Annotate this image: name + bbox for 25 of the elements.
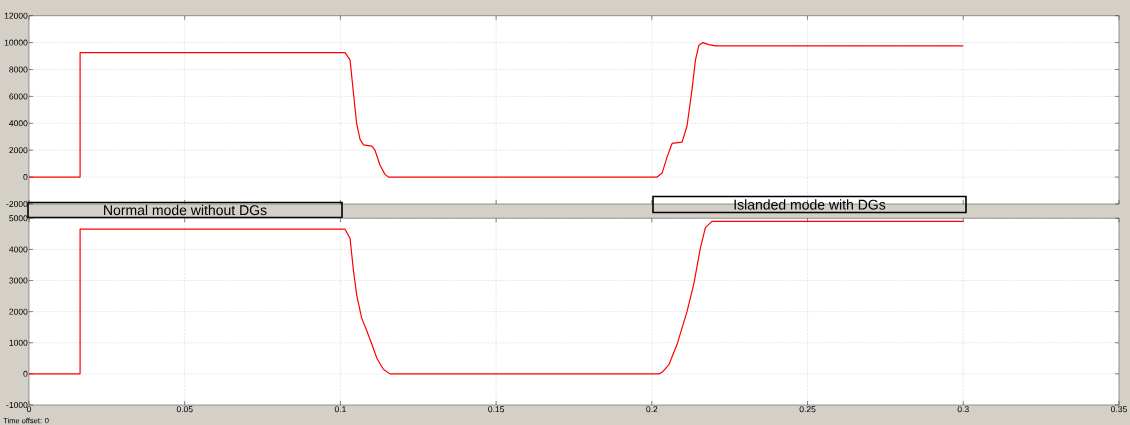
y-tick-label: 1000 [9, 339, 28, 346]
text: Normal mode without DGs [104, 204, 267, 216]
x-tick-label: 0.2 [646, 406, 658, 413]
y-tick-label: 6000 [9, 93, 28, 100]
y-tick-label: 4000 [9, 246, 28, 253]
y-tick-label: 4000 [9, 120, 28, 127]
y-tick-label: 8000 [9, 66, 28, 73]
line-series [29, 220, 964, 375]
y-tick-label: 2000 [9, 147, 28, 154]
y-tick-label: 0 [23, 174, 28, 181]
y-tick-label: 3000 [9, 277, 28, 284]
y-tick-label: 12000 [4, 12, 28, 19]
y-tick-label: -1000 [6, 401, 28, 408]
y-tick-label: 2000 [9, 308, 28, 315]
y-tick-label: 0 [23, 370, 28, 377]
x-tick-label: 0.35 [1111, 406, 1127, 413]
y-tick-label: 10000 [4, 39, 28, 46]
annotation: Islanded mode with DGs [734, 199, 886, 210]
x-tick-label: 0.25 [799, 406, 816, 413]
y-tick-label: 5000 [9, 215, 28, 222]
x-tick-label: 0.1 [334, 406, 346, 413]
x-tick-label: 0.3 [957, 406, 969, 413]
x-tick-label: 0.05 [176, 406, 193, 413]
line-series [29, 42, 964, 178]
x-tick-label: 0.15 [488, 406, 505, 413]
